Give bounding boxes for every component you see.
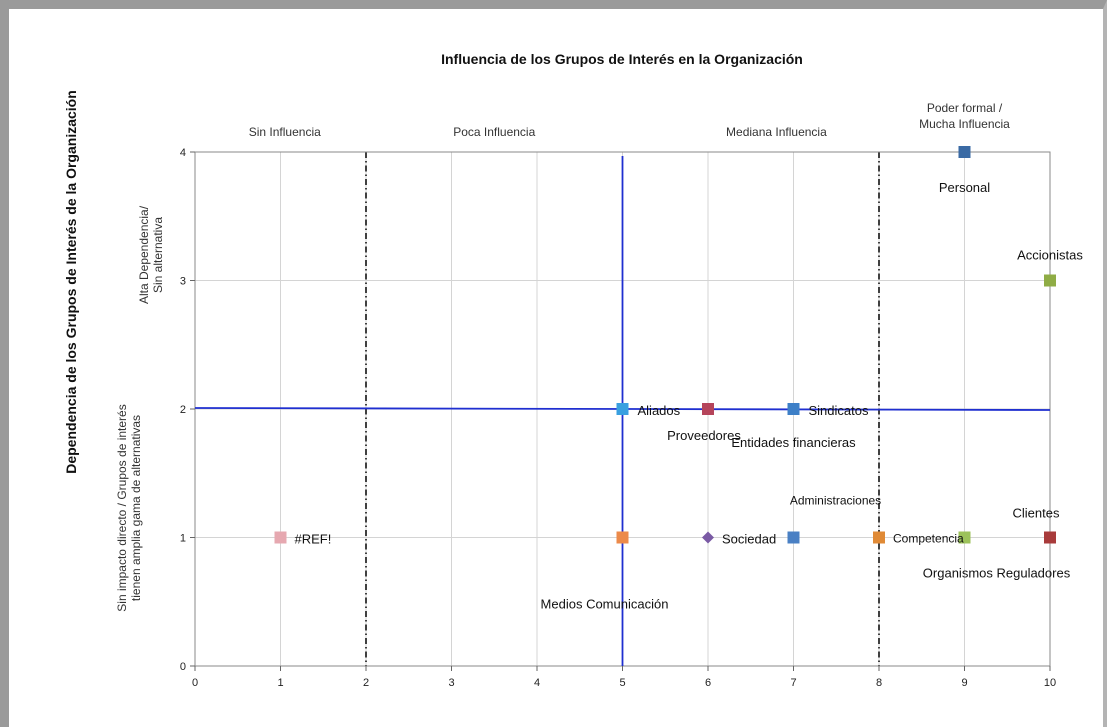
point-label-sindicatos: Sindicatos bbox=[809, 403, 869, 418]
x-tick-label-9: 9 bbox=[961, 677, 967, 689]
y-tick-label-2: 2 bbox=[180, 404, 186, 416]
y-zone-label-high: Alta Dependencia/Sin alternativa bbox=[137, 205, 165, 304]
point-administraciones bbox=[787, 531, 800, 544]
data-points bbox=[274, 146, 1056, 544]
x-tick-label-10: 10 bbox=[1044, 677, 1056, 689]
x-tick-label-5: 5 bbox=[619, 677, 625, 689]
svg-text:Sin impacto directo / Grupos d: Sin impacto directo / Grupos de interést… bbox=[115, 404, 143, 611]
y-axis-ticks: 0 1 2 3 4 bbox=[180, 147, 195, 673]
point-personal bbox=[958, 146, 971, 158]
point-proveedores bbox=[702, 403, 714, 415]
zone-label-3: Poder formal / Mucha Influencia bbox=[919, 101, 1010, 131]
point-label-competencia: Competencia bbox=[893, 532, 964, 546]
x-tick-label-4: 4 bbox=[534, 677, 540, 689]
svg-text:Alta Dependencia/Sin alternati: Alta Dependencia/Sin alternativa bbox=[137, 205, 165, 304]
point-label-aliados: Aliados bbox=[638, 403, 681, 418]
data-point-labels: Personal Accionistas Aliados Proveedores Sin… bbox=[295, 180, 1084, 612]
x-tick-label-8: 8 bbox=[876, 677, 882, 689]
point-label-medios-comunicaci-n: Medios Comunicación bbox=[541, 597, 669, 612]
point-label-personal: Personal bbox=[939, 180, 990, 195]
x-tick-label-6: 6 bbox=[705, 677, 711, 689]
x-tick-label-2: 2 bbox=[363, 677, 369, 689]
x-tick-label-3: 3 bbox=[448, 677, 454, 689]
point-organismos-reguladores bbox=[958, 531, 971, 544]
point-aliados bbox=[616, 403, 629, 415]
point-label-accionistas: Accionistas bbox=[1017, 248, 1083, 263]
chart-title: Influencia de los Grupos de Interés en l… bbox=[441, 51, 803, 67]
x-tick-label-7: 7 bbox=[790, 677, 796, 689]
point-label-sociedad: Sociedad bbox=[722, 532, 776, 547]
point-sindicatos bbox=[787, 403, 800, 415]
x-tick-label-1: 1 bbox=[277, 677, 283, 689]
y-tick-label-4: 4 bbox=[180, 147, 186, 159]
point-competencia bbox=[873, 531, 885, 544]
point-medios-comunicaci-n bbox=[616, 531, 629, 544]
y-tick-label-0: 0 bbox=[180, 661, 186, 673]
point-label-clientes: Clientes bbox=[1013, 506, 1060, 521]
zone-label-1: Poca Influencia bbox=[453, 125, 535, 139]
x-tick-label-0: 0 bbox=[192, 677, 198, 689]
point-sociedad bbox=[702, 531, 714, 544]
y-zone-label-low: Sin impacto directo / Grupos de interést… bbox=[115, 404, 143, 611]
point-ref bbox=[274, 531, 287, 544]
zone-label-0: Sin Influencia bbox=[249, 125, 321, 139]
x-axis-ticks: 0 1 2 3 4 5 6 7 8 9 10 bbox=[192, 666, 1056, 689]
point-accionistas bbox=[1044, 274, 1056, 287]
point-clientes bbox=[1044, 531, 1056, 544]
point-label-organismos-reguladores: Organismos Reguladores bbox=[923, 566, 1071, 581]
zone-label-2: Mediana Influencia bbox=[726, 125, 827, 139]
point-label-entidades-financieras: Entidades financieras bbox=[731, 435, 856, 450]
y-tick-label-3: 3 bbox=[180, 276, 186, 288]
influence-zone-labels: Sin Influencia Poca Influencia Mediana Inf… bbox=[249, 101, 1010, 139]
point-label-proveedores: Proveedores bbox=[667, 428, 741, 443]
point-label-administraciones: Administraciones bbox=[790, 494, 881, 508]
y-axis-label: Dependencia de los Grupos de Interés de … bbox=[63, 90, 79, 474]
y-tick-label-1: 1 bbox=[180, 533, 186, 545]
point-label-ref: #REF! bbox=[295, 532, 332, 547]
